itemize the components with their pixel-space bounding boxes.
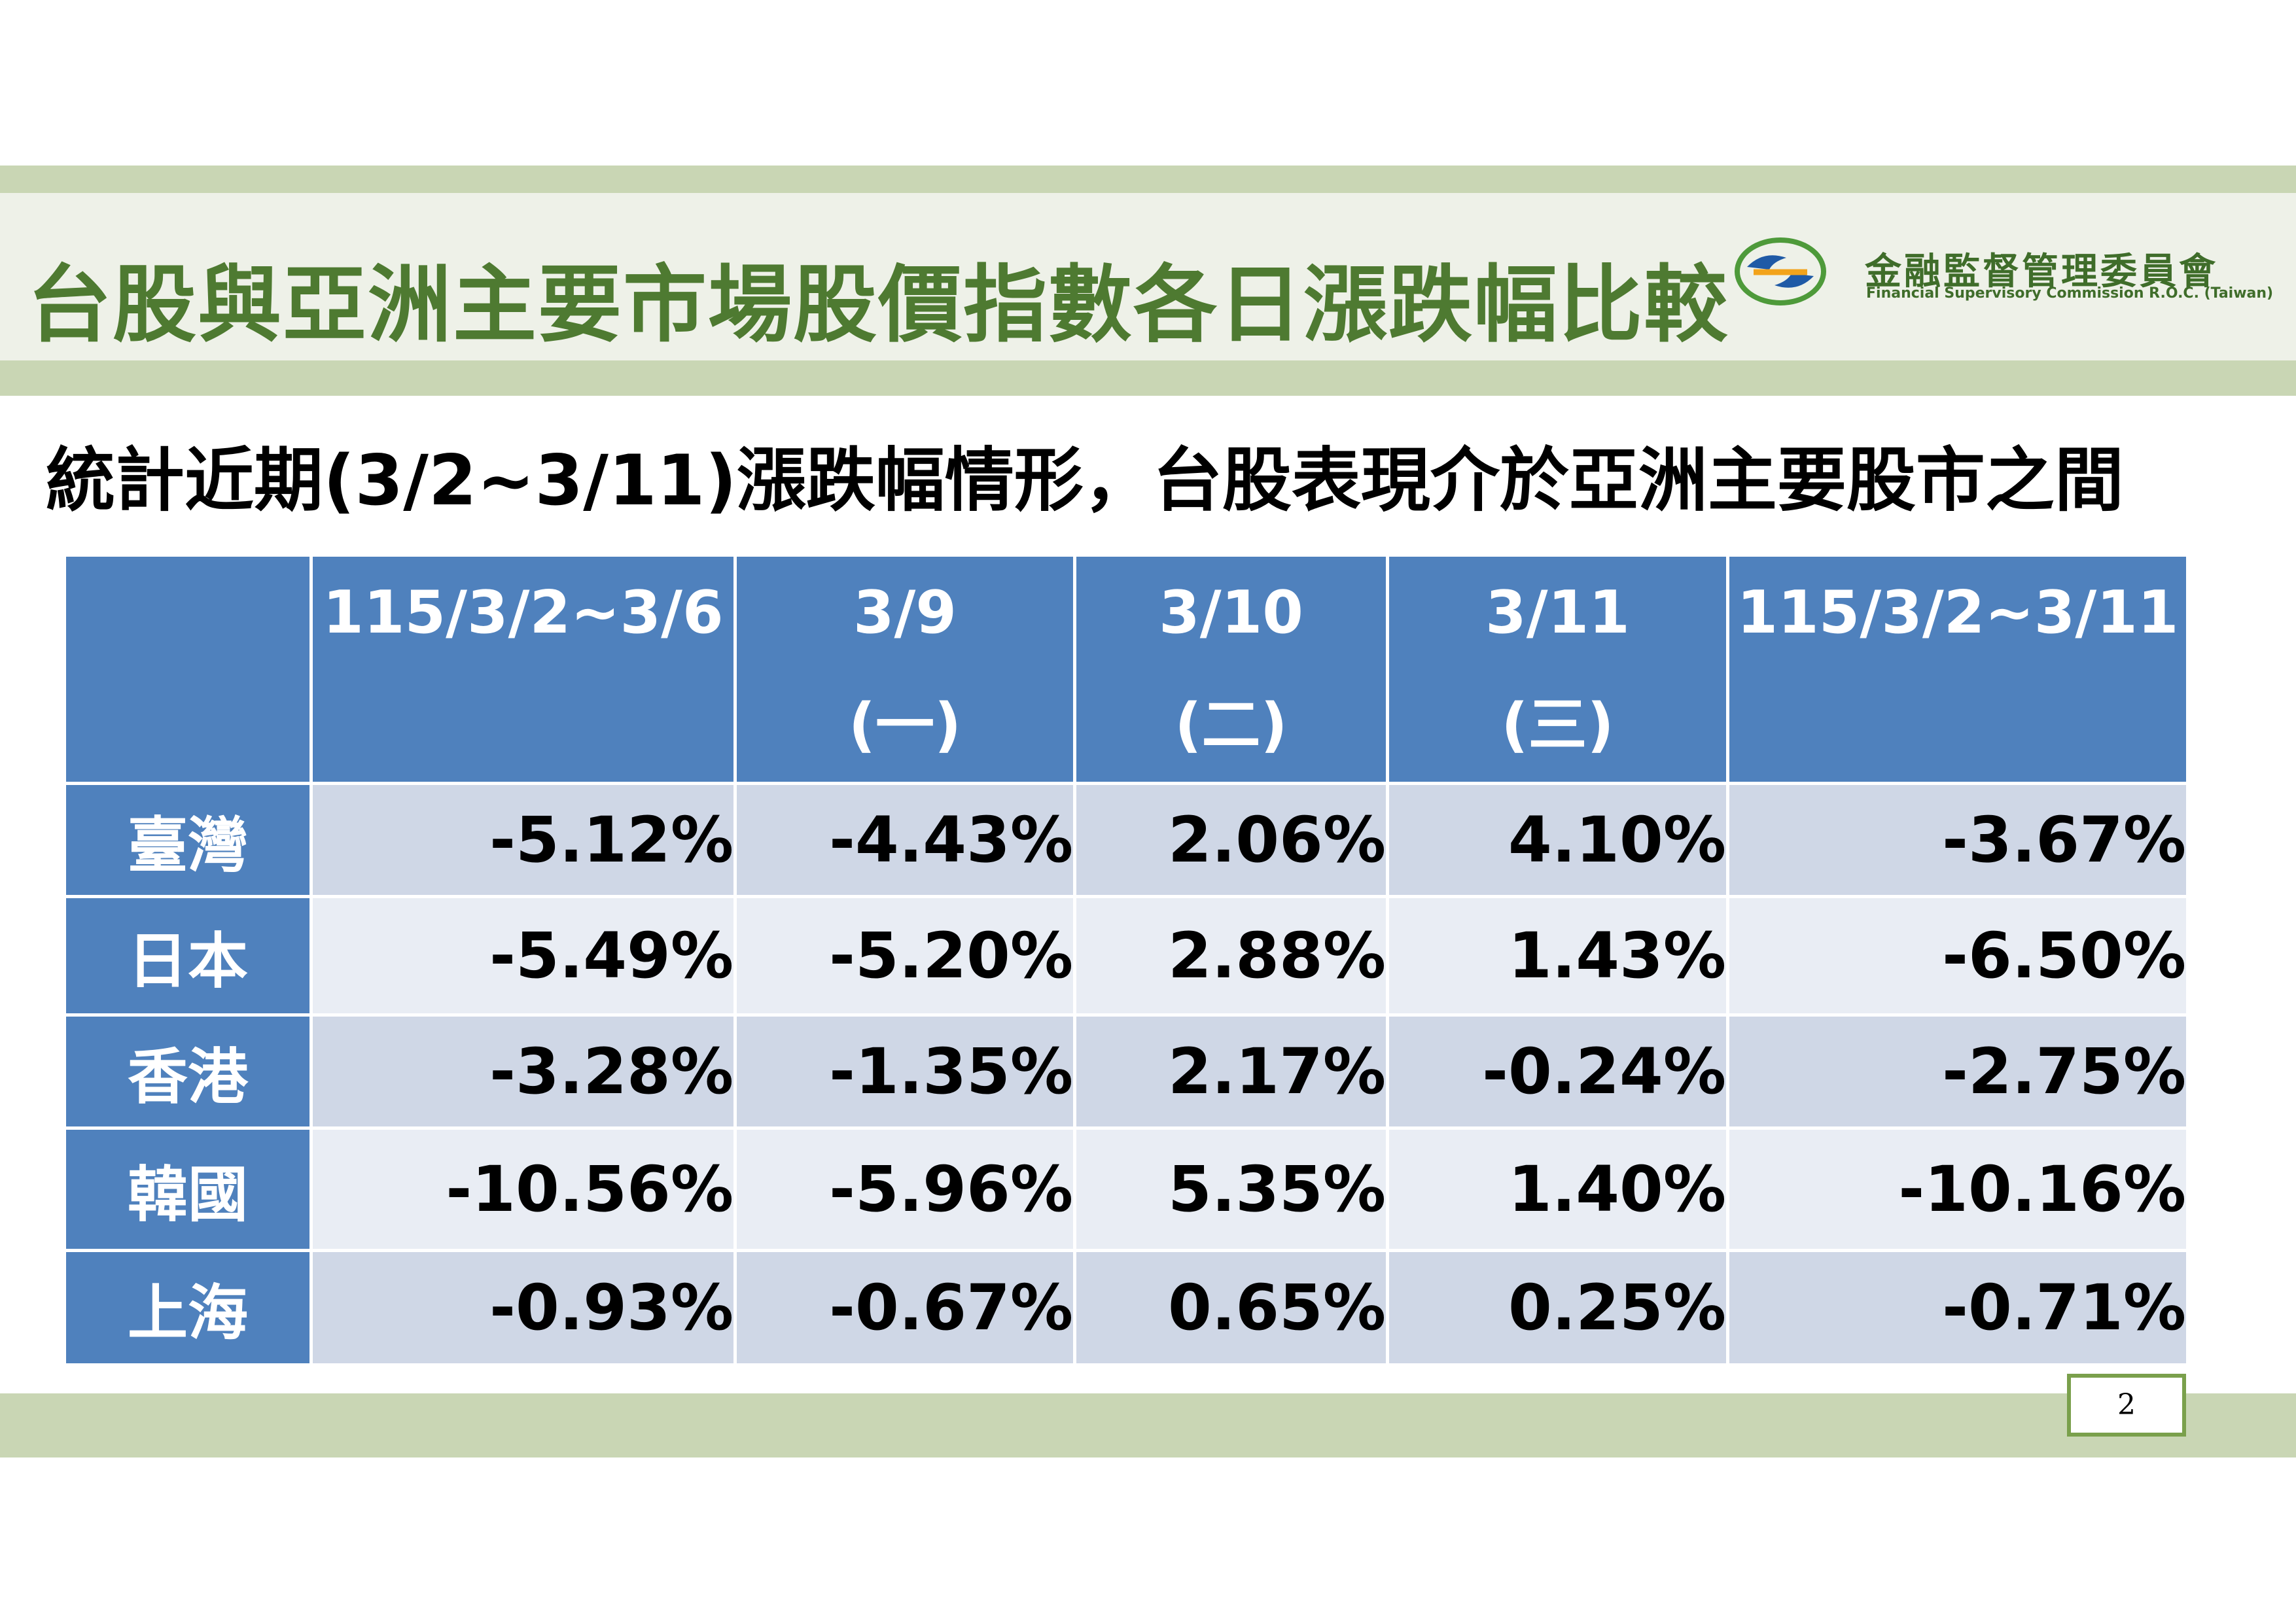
org-name: 金融監督管理委員會 xyxy=(1865,251,2218,293)
header-cell-week: 115/3/2~3/6 xyxy=(313,557,733,782)
table-cell: -0.71% xyxy=(1729,1252,2186,1363)
header-cell-wed: 3/11 (三) xyxy=(1389,557,1726,782)
table-row: 日本 -5.49% -5.20% 2.88% 1.43% -6.50% xyxy=(66,898,2186,1013)
table-cell: 1.40% xyxy=(1389,1130,1726,1249)
table-cell: -10.56% xyxy=(313,1130,733,1249)
header-sublabel: (三) xyxy=(1501,691,1614,759)
table-cell: -4.43% xyxy=(737,785,1073,895)
table-cell: 0.25% xyxy=(1389,1252,1726,1363)
table-cell: 2.88% xyxy=(1076,898,1386,1013)
header-band-inner xyxy=(0,193,2296,360)
header-cell-blank xyxy=(66,557,309,782)
header-label: 3/11 xyxy=(1485,578,1630,647)
table-cell: 2.17% xyxy=(1076,1017,1386,1126)
header-label: 115/3/2~3/11 xyxy=(1737,578,2179,647)
header-label: 3/10 xyxy=(1159,578,1303,647)
table-cell: 2.06% xyxy=(1076,785,1386,895)
footer-band xyxy=(0,1393,2296,1457)
header-label: 3/9 xyxy=(853,578,957,647)
table-row: 上海 -0.93% -0.67% 0.65% 0.25% -0.71% xyxy=(66,1252,2186,1363)
table-cell: -5.12% xyxy=(313,785,733,895)
row-label-shanghai: 上海 xyxy=(66,1252,309,1363)
table-cell: -0.24% xyxy=(1389,1017,1726,1126)
row-label-japan: 日本 xyxy=(66,898,309,1013)
header-cell-mon: 3/9 (一) xyxy=(737,557,1073,782)
table-cell: 5.35% xyxy=(1076,1130,1386,1249)
table-row: 香港 -3.28% -1.35% 2.17% -0.24% -2.75% xyxy=(66,1017,2186,1126)
table-cell: -5.49% xyxy=(313,898,733,1013)
table-cell: 1.43% xyxy=(1389,898,1726,1013)
fsc-logo-icon xyxy=(1735,237,1826,305)
market-comparison-table: 115/3/2~3/6 3/9 (一) 3/10 (二) 3/11 (三) 11… xyxy=(63,553,2189,1367)
table-header-row: 115/3/2~3/6 3/9 (一) 3/10 (二) 3/11 (三) 11… xyxy=(66,557,2186,782)
table-cell: -5.96% xyxy=(737,1130,1073,1249)
table-cell: -3.67% xyxy=(1729,785,2186,895)
table-cell: -0.93% xyxy=(313,1252,733,1363)
table-cell: 0.65% xyxy=(1076,1252,1386,1363)
table-cell: -0.67% xyxy=(737,1252,1073,1363)
table-row: 韓國 -10.56% -5.96% 5.35% 1.40% -10.16% xyxy=(66,1130,2186,1249)
header-cell-total: 115/3/2~3/11 xyxy=(1729,557,2186,782)
table-cell: -3.28% xyxy=(313,1017,733,1126)
subtitle: 統計近期(3/2~3/11)漲跌幅情形，台股表現介於亞洲主要股市之間 xyxy=(46,440,2124,521)
page-title: 台股與亞洲主要市場股價指數各日漲跌幅比較 xyxy=(27,256,1729,354)
row-label-taiwan: 臺灣 xyxy=(66,785,309,895)
header-cell-tue: 3/10 (二) xyxy=(1076,557,1386,782)
table-row: 臺灣 -5.12% -4.43% 2.06% 4.10% -3.67% xyxy=(66,785,2186,895)
header-sublabel: (二) xyxy=(1174,691,1288,759)
header-sublabel: (一) xyxy=(848,691,962,759)
org-name-en: Financial Supervisory Commission R.O.C. … xyxy=(1866,285,2274,302)
row-label-hongkong: 香港 xyxy=(66,1017,309,1126)
table-cell: -5.20% xyxy=(737,898,1073,1013)
table-cell: -2.75% xyxy=(1729,1017,2186,1126)
table-cell: -1.35% xyxy=(737,1017,1073,1126)
row-label-korea: 韓國 xyxy=(66,1130,309,1249)
page-number: 2 xyxy=(2067,1374,2186,1437)
table-cell: -10.16% xyxy=(1729,1130,2186,1249)
header-label: 115/3/2~3/6 xyxy=(323,578,724,647)
table-cell: -6.50% xyxy=(1729,898,2186,1013)
table-cell: 4.10% xyxy=(1389,785,1726,895)
